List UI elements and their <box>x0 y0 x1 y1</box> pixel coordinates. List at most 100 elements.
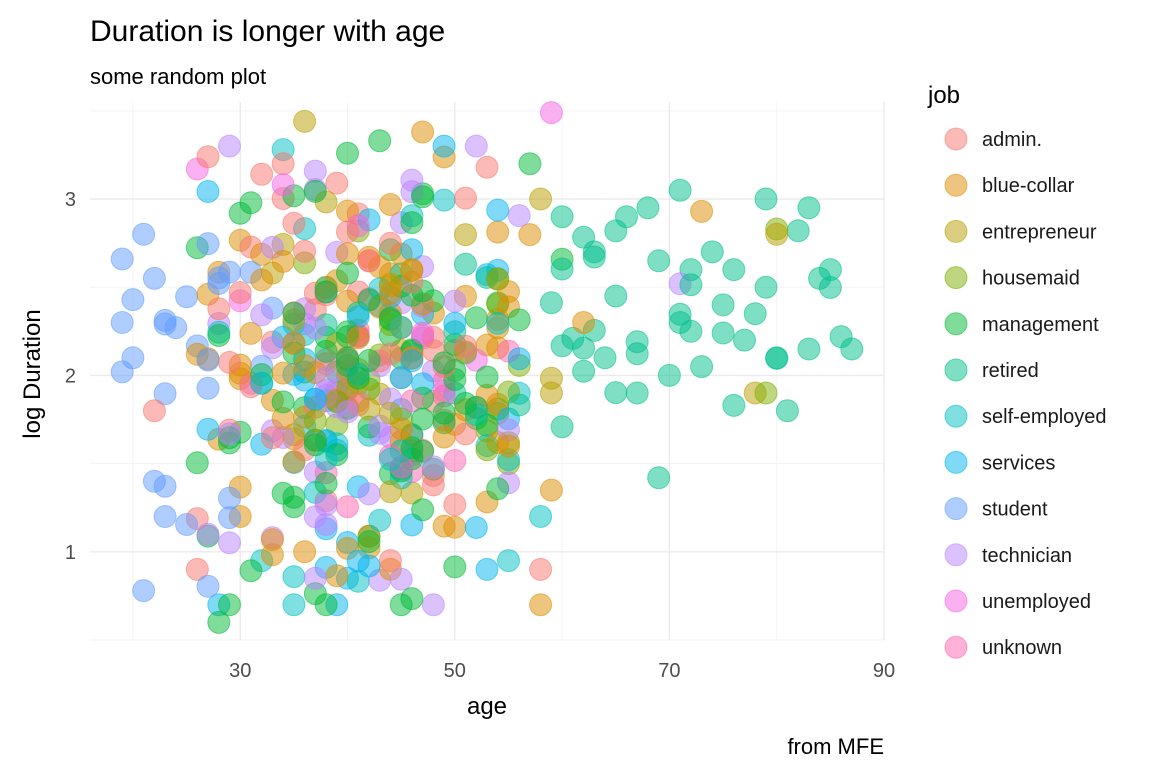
data-point <box>271 361 295 385</box>
data-point <box>539 366 563 390</box>
data-point <box>175 285 199 309</box>
data-point <box>797 337 821 361</box>
data-point <box>550 334 574 358</box>
data-point <box>121 346 145 370</box>
data-point <box>357 554 381 578</box>
data-point <box>293 239 317 263</box>
data-point <box>604 284 628 308</box>
data-point <box>110 311 134 334</box>
data-point <box>282 565 306 589</box>
data-point <box>336 242 359 266</box>
data-point <box>454 186 477 210</box>
legend-swatch <box>944 543 968 567</box>
data-point <box>475 438 499 462</box>
data-point <box>325 171 349 195</box>
data-point <box>722 393 746 417</box>
data-point <box>218 531 241 555</box>
data-point <box>282 211 306 235</box>
data-point <box>218 134 241 158</box>
data-point <box>432 401 456 425</box>
data-point <box>346 366 370 390</box>
legend-swatch <box>944 404 968 428</box>
data-point <box>743 302 767 326</box>
data-point <box>507 204 531 228</box>
data-point <box>153 505 177 528</box>
data-point <box>679 273 703 297</box>
data-point <box>336 495 359 519</box>
data-point <box>389 567 413 591</box>
data-point <box>432 188 456 212</box>
data-point <box>775 399 799 423</box>
data-point <box>765 222 789 246</box>
data-point <box>303 179 327 203</box>
data-point <box>454 391 477 415</box>
data-point <box>486 220 510 244</box>
data-point <box>346 326 370 350</box>
x-tick-label: 90 <box>873 660 895 682</box>
data-point <box>271 249 295 273</box>
data-point <box>153 312 177 336</box>
x-tick-label: 50 <box>444 660 466 682</box>
data-point <box>303 409 327 433</box>
data-point <box>218 486 241 510</box>
data-point <box>378 231 402 255</box>
y-tick-label: 3 <box>65 189 76 211</box>
data-point <box>282 450 306 474</box>
legend-swatch <box>944 497 968 521</box>
data-point <box>668 302 692 326</box>
data-point <box>454 334 477 358</box>
legend-label: blue-collar <box>982 175 1075 197</box>
data-point <box>282 593 306 617</box>
legend: admin. blue-collar entrepreneur housemaid ma… <box>944 127 1107 659</box>
data-point <box>389 315 413 339</box>
data-point <box>582 245 606 269</box>
data-point <box>271 390 295 414</box>
data-point <box>507 347 531 371</box>
data-point <box>711 293 735 317</box>
data-point <box>539 101 563 125</box>
data-point <box>368 508 392 532</box>
legend-label: management <box>982 314 1099 336</box>
legend-label: admin. <box>982 129 1042 151</box>
y-tick-label: 1 <box>65 542 76 564</box>
data-point <box>711 321 735 345</box>
data-point <box>411 321 435 345</box>
data-point <box>647 249 671 273</box>
legend-swatch <box>944 127 968 151</box>
data-point <box>282 301 306 325</box>
data-point <box>518 223 542 247</box>
data-point <box>207 297 231 321</box>
data-point <box>722 258 746 282</box>
data-point <box>218 350 241 374</box>
data-point <box>604 381 628 405</box>
data-point <box>250 371 274 395</box>
data-point <box>497 434 520 458</box>
data-point <box>572 311 596 334</box>
chart-subtitle: some random plot <box>90 64 266 89</box>
data-point <box>529 505 553 528</box>
x-tick-label: 70 <box>658 660 680 682</box>
data-point <box>539 478 563 502</box>
legend-swatch <box>944 635 968 659</box>
data-point <box>196 180 220 203</box>
data-point <box>142 399 166 423</box>
data-point <box>121 288 145 312</box>
data-point <box>271 152 295 176</box>
data-point <box>486 267 510 291</box>
legend-label: unemployed <box>982 591 1091 613</box>
legend-swatch <box>944 219 968 243</box>
data-point <box>464 134 488 158</box>
data-point <box>282 331 306 355</box>
data-point <box>690 199 714 223</box>
legend-swatch <box>944 173 968 197</box>
data-point <box>454 252 477 276</box>
data-point <box>625 342 649 366</box>
data-point <box>411 498 435 522</box>
data-point <box>293 109 317 133</box>
data-point <box>486 198 510 222</box>
data-point <box>529 557 553 581</box>
x-axis-title: age <box>467 693 507 720</box>
data-point <box>250 303 274 327</box>
data-point <box>400 238 424 262</box>
